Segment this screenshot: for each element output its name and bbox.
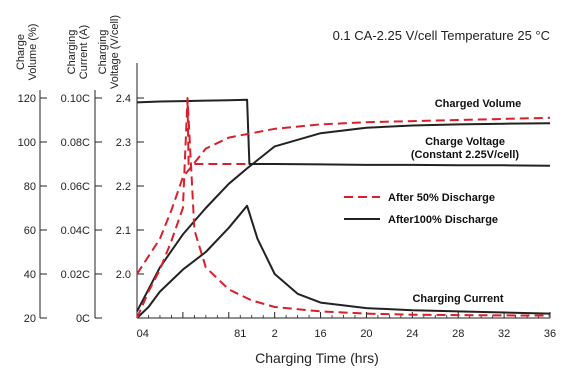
y-tick-label-1-2: 0.04C [61, 225, 90, 237]
x-axis-title: Charging Time (hrs) [255, 350, 379, 366]
y-tick-label-2-4: 2.4 [116, 93, 131, 105]
series-line-current_50 [136, 97, 551, 319]
legend-label-0: After 50% Discharge [388, 192, 495, 204]
y-tick-label-1-5: 0.10C [61, 93, 90, 105]
y-tick-label-0-5: 120 [18, 93, 36, 105]
y-axis-title-1-line-0: Charging [66, 30, 78, 75]
y-tick-label-2-3: 2.3 [116, 137, 131, 149]
test-conditions-note: 0.1 CA-2.25 V/cell Temperature 25 °C [333, 28, 550, 43]
x-tick-label-6: 28 [452, 328, 464, 340]
series-line-volume_100 [136, 122, 551, 312]
series-line-volume_50 [136, 116, 551, 275]
y-axis-title-0-line-1: Volume (%) [27, 24, 39, 81]
annotation-3: Charging Current [412, 293, 503, 305]
series-line-current_100 [136, 204, 551, 319]
y-axis-title-0-line-0: Charge [15, 34, 27, 70]
annotation-2: (Constant 2.25V/cell) [411, 149, 520, 161]
series-line-voltage_50 [186, 99, 248, 165]
y-tick-label-2-0: 2.0 [116, 269, 131, 281]
y-tick-label-1-0: 0C [76, 313, 90, 325]
x-tick-label-0: 04 [137, 328, 149, 340]
x-tick-label-7: 32 [498, 328, 510, 340]
y-axis-title-0: ChargeVolume (%) [15, 24, 39, 81]
legend-label-1: After100% Discharge [388, 214, 498, 226]
x-tick-label-5: 24 [406, 328, 418, 340]
y-tick-label-1-3: 0.06C [61, 181, 90, 193]
annotation-0: Charged Volume [435, 98, 522, 110]
x-tick-label-3: 16 [314, 328, 326, 340]
y-axis-title-2: ChargingVoltage (V/cell) [97, 15, 121, 89]
y-tick-label-0-0: 20 [24, 313, 36, 325]
y-axis-title-2-line-1: Voltage (V/cell) [109, 15, 121, 89]
y-tick-label-2-1: 2.1 [116, 225, 131, 237]
y-tick-label-2-2: 2.2 [116, 181, 131, 193]
y-axis-title-1: ChargingCurrent (A) [66, 25, 90, 79]
y-axis-title-2-line-0: Charging [97, 30, 109, 75]
y-tick-label-0-3: 80 [24, 181, 36, 193]
y-tick-label-0-2: 60 [24, 225, 36, 237]
y-tick-label-1-4: 0.08C [61, 137, 90, 149]
x-tick-label-4: 20 [360, 328, 372, 340]
y-tick-label-1-1: 0.02C [61, 269, 90, 281]
x-tick-label-8: 36 [544, 328, 556, 340]
labels-group: 20 40 60 80 100 120 ChargeVolume (%) 0C 0.02C 0.0… [15, 15, 556, 340]
y-axis-title-1-line-1: Current (A) [78, 25, 90, 79]
series-group [136, 97, 551, 319]
axes-group [39, 63, 551, 319]
x-tick-label-2: 2 [272, 328, 278, 340]
annotation-1: Charge Voltage [425, 136, 505, 148]
x-tick-label-1: 81 [234, 328, 246, 340]
y-tick-label-0-1: 40 [24, 269, 36, 281]
y-tick-label-0-4: 100 [18, 137, 36, 149]
